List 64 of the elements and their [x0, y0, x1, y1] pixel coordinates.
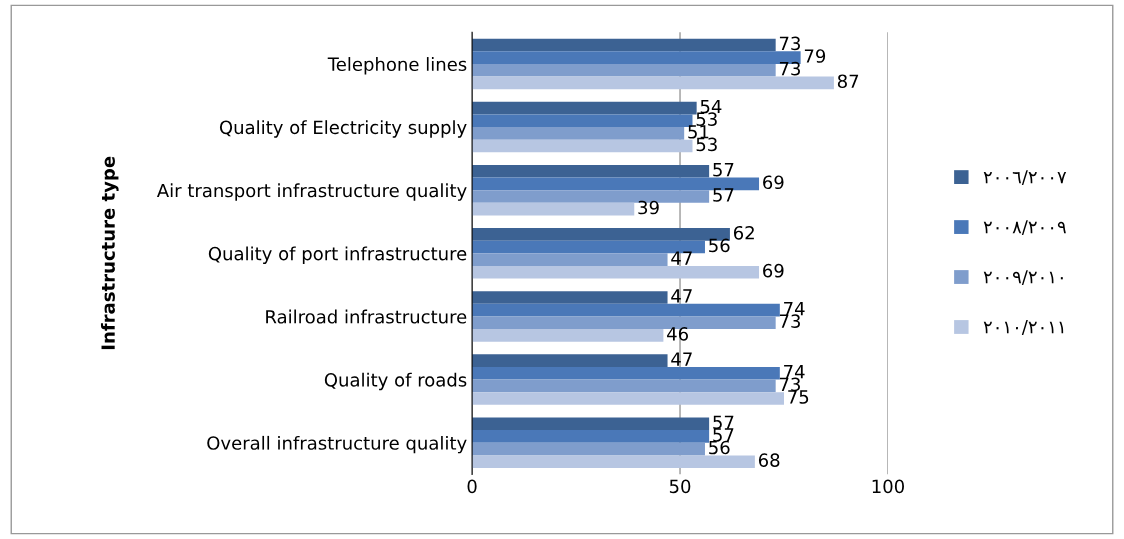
data-label: 73: [779, 36, 800, 51]
bar: [472, 392, 784, 405]
x-tick-label: 0: [467, 479, 477, 494]
bar: [472, 417, 710, 431]
data-label: 39: [638, 200, 659, 215]
legend-label: ٢٠٠٩/٢٠١٠: [983, 270, 1063, 285]
data-label: 57: [713, 428, 734, 442]
data-label: 51: [688, 125, 709, 139]
data-label: 57: [713, 188, 734, 202]
data-label: 57: [713, 163, 734, 177]
y-tick-label: Quality of Electricity supply: [219, 120, 467, 138]
y-tick-label: Overall infrastructure quality: [207, 435, 467, 454]
x-tick-label: 50: [669, 479, 691, 494]
bar: [472, 455, 755, 469]
data-label: 74: [784, 301, 805, 316]
data-label: 75: [788, 390, 809, 404]
bar: [472, 139, 693, 153]
data-label: 56: [709, 238, 730, 253]
data-label: 68: [758, 453, 780, 467]
data-label: 47: [671, 251, 692, 265]
bar: [472, 101, 697, 115]
data-label: 53: [696, 112, 717, 126]
data-label: 69: [763, 175, 784, 190]
bar: [472, 366, 780, 380]
bar: [472, 329, 664, 342]
bar: [472, 291, 668, 304]
data-label: 69: [763, 263, 784, 278]
bar: [472, 38, 776, 52]
data-label: 53: [696, 137, 717, 152]
data-label: 54: [700, 99, 722, 114]
legend-label: ٢٠١٠/٢٠١١: [983, 320, 1064, 335]
bar: [472, 127, 685, 140]
data-label: 56: [709, 440, 730, 455]
data-label: 73: [779, 314, 800, 329]
data-label: 79: [804, 49, 826, 63]
y-tick-label: Quality of roads: [324, 372, 467, 391]
data-label: 47: [671, 289, 692, 303]
data-label: 46: [667, 326, 688, 341]
data-label: 73: [779, 61, 800, 76]
bar: [472, 265, 760, 279]
bar: [472, 76, 834, 90]
bar: [472, 430, 710, 443]
bar: [472, 253, 668, 266]
data-label: 74: [784, 365, 805, 379]
data-label: 73: [779, 377, 800, 392]
bar: [472, 303, 780, 317]
bar: [472, 379, 776, 393]
x-tick-label: 100: [872, 479, 904, 494]
y-tick-label: Air transport infrastructure quality: [156, 183, 467, 201]
legend-label: ٢٠٠٦/٢٠٠٧: [983, 170, 1067, 186]
y-tick-label: Quality of port infrastructure: [208, 246, 467, 264]
data-label: 47: [671, 352, 692, 366]
legend-label: ٢٠٠٨/٢٠٠٩: [983, 220, 1066, 235]
y-tick-label: Railroad infrastructure: [266, 309, 467, 324]
data-label: 87: [837, 74, 859, 89]
y-tick-label: Telephone lines: [327, 57, 467, 75]
bar: [472, 202, 635, 216]
bar: [472, 164, 710, 178]
bar: [472, 442, 705, 456]
y-axis-title: Infrastructure type: [100, 156, 119, 350]
bar: [472, 63, 776, 77]
data-label: 57: [713, 415, 734, 430]
data-label: 62: [733, 225, 754, 240]
bar: [472, 354, 668, 367]
